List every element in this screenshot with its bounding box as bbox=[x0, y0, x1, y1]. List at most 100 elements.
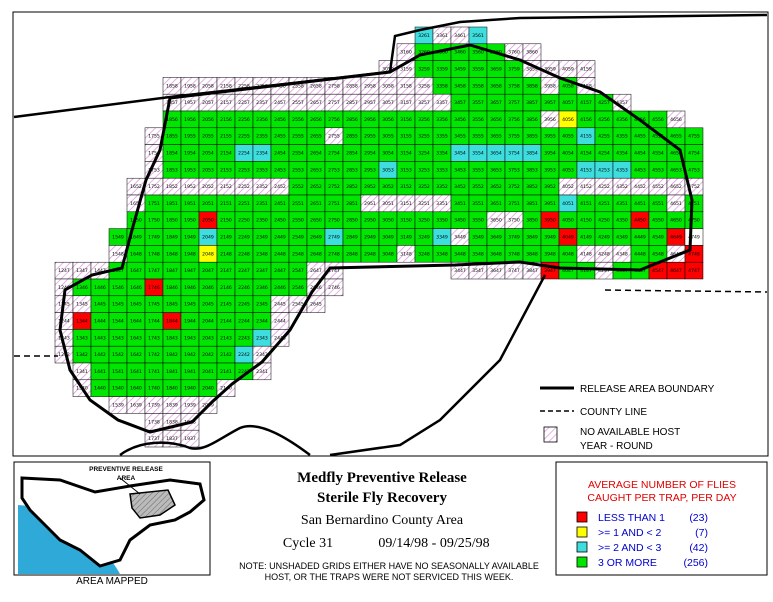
cell-label: 3647 bbox=[490, 268, 502, 274]
cell-label: 3157 bbox=[400, 100, 412, 106]
cell-label: 3649 bbox=[490, 235, 502, 241]
cell-label: 3449 bbox=[454, 235, 466, 241]
cell-label: 2457 bbox=[274, 100, 286, 106]
cell-label: 2950 bbox=[364, 218, 376, 224]
cell-label: 3856 bbox=[526, 117, 538, 123]
cell-label: 3051 bbox=[382, 201, 394, 207]
cell-label: 2052 bbox=[202, 184, 214, 190]
cell-label: 1949 bbox=[184, 235, 196, 241]
cell-label: 2146 bbox=[220, 285, 232, 291]
cell-label: 1647 bbox=[130, 268, 142, 274]
cell-label: 3258 bbox=[418, 83, 430, 89]
cell-label: 1549 bbox=[112, 235, 124, 241]
cell-label: 1946 bbox=[184, 285, 196, 291]
cell-label: 1840 bbox=[166, 386, 178, 392]
cell-label: 1243 bbox=[58, 335, 70, 341]
cell-label: 1741 bbox=[148, 369, 160, 375]
cell-label: 2344 bbox=[256, 319, 268, 325]
cell-label: 2355 bbox=[256, 134, 268, 140]
cell-label: 3947 bbox=[544, 268, 556, 274]
cell-label: 3352 bbox=[436, 184, 448, 190]
cell-label: 4547 bbox=[652, 268, 664, 274]
cell-label: 3954 bbox=[544, 151, 556, 157]
cell-label: 1940 bbox=[184, 386, 196, 392]
inset-map: PREVENTIVE RELEASE AREA bbox=[18, 466, 206, 574]
legend-label: >= 1 AND < 2 bbox=[598, 527, 661, 539]
cell-label: 1954 bbox=[184, 151, 196, 157]
cell-label: 3857 bbox=[526, 100, 538, 106]
cell-label: 1851 bbox=[166, 201, 178, 207]
cell-label: 2149 bbox=[220, 235, 232, 241]
cell-label: 3361 bbox=[436, 33, 448, 39]
fly-legend-title: AVERAGE NUMBER OF FLIES bbox=[588, 479, 736, 491]
cell-label: 4656 bbox=[670, 117, 682, 123]
cell-label: 3757 bbox=[508, 100, 520, 106]
cell-label: 1937 bbox=[184, 436, 196, 442]
legend-label: RELEASE AREA BOUNDARY bbox=[580, 384, 715, 395]
cell-label: 4152 bbox=[580, 184, 592, 190]
cell-label: 2143 bbox=[220, 335, 232, 341]
cell-label: 3552 bbox=[472, 184, 484, 190]
cell-label: 3948 bbox=[544, 251, 556, 257]
cell-label: 1844 bbox=[166, 319, 178, 325]
cell-label: 1853 bbox=[166, 167, 178, 173]
cell-label: 3254 bbox=[418, 151, 430, 157]
cell-label: 3755 bbox=[508, 134, 520, 140]
cell-label: 1540 bbox=[112, 386, 124, 392]
cell-label: 3053 bbox=[382, 167, 394, 173]
cell-label: 3452 bbox=[454, 184, 466, 190]
cell-label: 2658 bbox=[310, 83, 322, 89]
cell-label: 2858 bbox=[346, 83, 358, 89]
cell-label: 2341 bbox=[256, 369, 268, 375]
cell-label: 2551 bbox=[292, 201, 304, 207]
cell-label: 2955 bbox=[364, 134, 376, 140]
cell-label: 1745 bbox=[148, 302, 160, 308]
cell-label: 1643 bbox=[130, 335, 142, 341]
cell-label: 2040 bbox=[202, 386, 214, 392]
cell-label: 4252 bbox=[598, 184, 610, 190]
cell-label: 2153 bbox=[220, 167, 232, 173]
cell-label: 1244 bbox=[58, 319, 70, 325]
cell-label: 2855 bbox=[346, 134, 358, 140]
cell-label: 1548 bbox=[112, 251, 124, 257]
cell-label: 1242 bbox=[58, 352, 70, 358]
cell-label: 4156 bbox=[580, 117, 592, 123]
cell-label: 2050 bbox=[202, 218, 214, 224]
cell-label: 2450 bbox=[274, 218, 286, 224]
legend-swatch bbox=[576, 526, 588, 538]
cell-label: 4151 bbox=[580, 201, 592, 207]
cell-label: 3149 bbox=[400, 235, 412, 241]
legend-count: (7) bbox=[695, 527, 708, 539]
cell-label: 1847 bbox=[166, 268, 178, 274]
cell-label: 2057 bbox=[202, 100, 214, 106]
cell-label: 4755 bbox=[688, 134, 700, 140]
cell-label: 1950 bbox=[184, 218, 196, 224]
cell-label: 2258 bbox=[238, 83, 250, 89]
cell-label: 4050 bbox=[562, 218, 574, 224]
cell-label: 2048 bbox=[202, 251, 214, 257]
cell-label: 3756 bbox=[508, 117, 520, 123]
cell-label: 4251 bbox=[598, 201, 610, 207]
cell-label: 3259 bbox=[418, 67, 430, 73]
cell-label: 2342 bbox=[256, 352, 268, 358]
cell-label: 1958 bbox=[184, 83, 196, 89]
cell-label: 2243 bbox=[238, 335, 250, 341]
cell-label: 3048 bbox=[382, 251, 394, 257]
legend-label: 3 OR MORE bbox=[598, 557, 657, 569]
cell-label: 2747 bbox=[328, 268, 340, 274]
cell-label: 1343 bbox=[76, 335, 88, 341]
cell-label: 1749 bbox=[148, 235, 160, 241]
legend-label: YEAR - ROUND bbox=[580, 441, 653, 452]
cell-label: 3858 bbox=[526, 83, 538, 89]
cell-label: 4049 bbox=[562, 235, 574, 241]
cell-label: 1746 bbox=[148, 285, 160, 291]
cell-label: 1740 bbox=[148, 386, 160, 392]
cell-label: 3560 bbox=[472, 50, 484, 56]
cell-label: 2949 bbox=[364, 235, 376, 241]
cell-label: 1956 bbox=[184, 117, 196, 123]
cell-label: 2044 bbox=[202, 319, 214, 325]
cell-label: 1947 bbox=[184, 268, 196, 274]
cell-label: 3853 bbox=[526, 167, 538, 173]
cell-label: 2550 bbox=[292, 218, 304, 224]
cell-label: 2241 bbox=[238, 369, 250, 375]
